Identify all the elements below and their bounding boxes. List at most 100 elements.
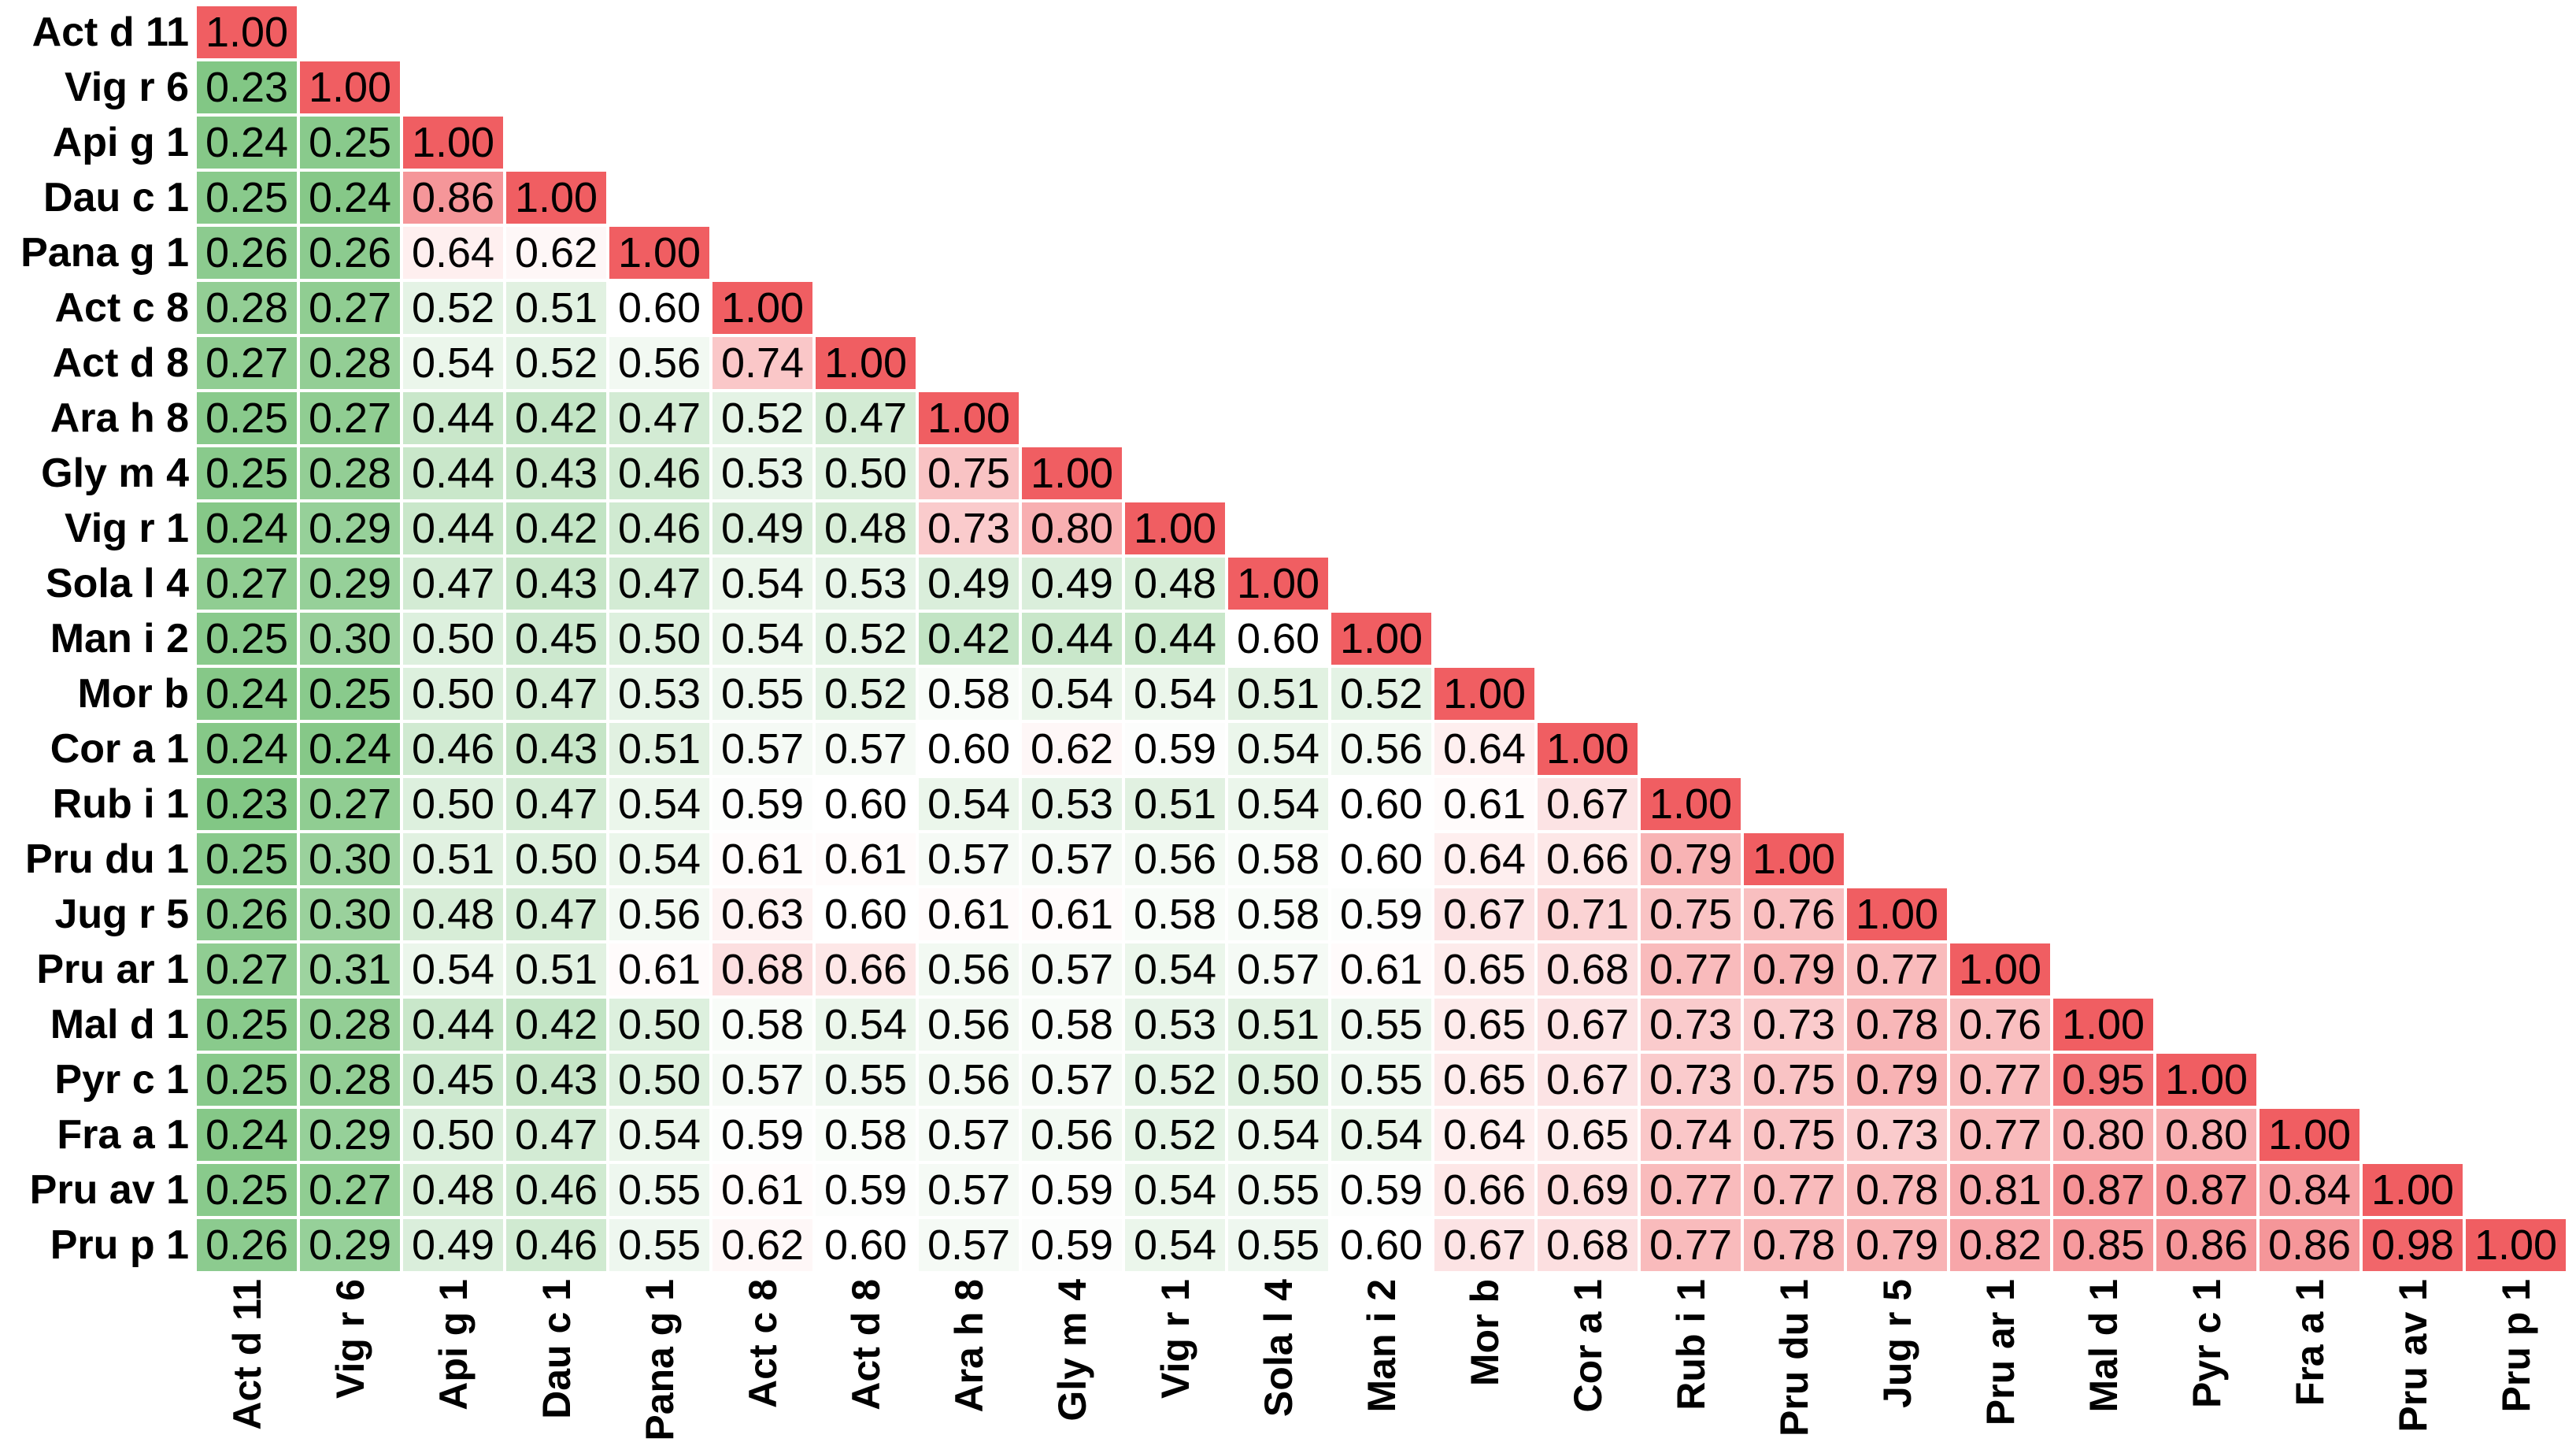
- row-label: Pru p 1: [50, 1222, 189, 1268]
- row-label: Act d 8: [52, 340, 189, 386]
- matrix-cell: 0.29: [300, 502, 400, 554]
- col-label-text: Mor b: [1462, 1279, 1507, 1387]
- matrix-cell: 0.50: [816, 447, 916, 499]
- matrix-cell: 1.00: [506, 172, 606, 224]
- matrix-cell: 0.25: [197, 1164, 297, 1216]
- col-label-text: Cor a 1: [1565, 1279, 1610, 1413]
- matrix-cell: 0.25: [197, 392, 297, 444]
- matrix-cell: 0.68: [1538, 943, 1638, 995]
- matrix-cell: 0.51: [506, 943, 606, 995]
- matrix-cell: 0.58: [1022, 999, 1122, 1051]
- matrix-cell: 0.46: [506, 1219, 606, 1271]
- matrix-cell: 0.68: [712, 943, 812, 995]
- matrix-cell: 0.44: [403, 502, 503, 554]
- matrix-cell: 0.66: [816, 943, 916, 995]
- matrix-cell: 0.27: [197, 943, 297, 995]
- matrix-cell: 1.00: [403, 117, 503, 169]
- col-label: Jug r 5: [1847, 1279, 1947, 1440]
- matrix-cell: 0.55: [1228, 1164, 1328, 1216]
- matrix-cell: 0.64: [1434, 833, 1534, 885]
- matrix-cell: 0.65: [1434, 943, 1534, 995]
- matrix-cell: 0.65: [1434, 1054, 1534, 1106]
- matrix-cell: 0.47: [506, 778, 606, 830]
- row-label: Pyr c 1: [54, 1057, 189, 1103]
- matrix-cell: 0.26: [197, 1219, 297, 1271]
- col-label-text: Pru du 1: [1771, 1279, 1816, 1437]
- matrix-cell: 0.79: [1847, 1219, 1947, 1271]
- matrix-cell: 0.58: [712, 999, 812, 1051]
- row-label: Man i 2: [50, 616, 189, 662]
- matrix-cell: 0.28: [197, 282, 297, 334]
- matrix-cell: 0.79: [1641, 833, 1741, 885]
- matrix-cell: 0.29: [300, 1219, 400, 1271]
- matrix-cell: 0.52: [816, 613, 916, 665]
- matrix-cell: 1.00: [1434, 668, 1534, 720]
- row-label: Rub i 1: [52, 781, 189, 827]
- matrix-cell: 0.60: [816, 778, 916, 830]
- matrix-cell: 1.00: [712, 282, 812, 334]
- matrix-cell: 0.67: [1434, 1219, 1534, 1271]
- matrix-cell: 0.47: [609, 392, 709, 444]
- matrix-cell: 0.79: [1744, 943, 1844, 995]
- matrix-cell: 0.31: [300, 943, 400, 995]
- matrix-cell: 0.47: [506, 888, 606, 940]
- matrix-cell: 0.28: [300, 447, 400, 499]
- matrix-cell: 0.48: [403, 1164, 503, 1216]
- matrix-cell: 1.00: [2053, 999, 2153, 1051]
- matrix-cell: 0.56: [919, 999, 1019, 1051]
- matrix-cell: 0.54: [403, 943, 503, 995]
- matrix-cell: 0.47: [609, 558, 709, 610]
- matrix-cell: 0.51: [1228, 999, 1328, 1051]
- matrix-cell: 0.80: [1022, 502, 1122, 554]
- matrix-cell: 0.30: [300, 613, 400, 665]
- matrix-cell: 0.54: [403, 337, 503, 389]
- matrix-cell: 0.27: [197, 558, 297, 610]
- matrix-cell: 0.57: [919, 1164, 1019, 1216]
- matrix-cell: 0.28: [300, 999, 400, 1051]
- matrix-cell: 0.51: [609, 723, 709, 775]
- col-label: Vig r 1: [1125, 1279, 1225, 1440]
- matrix-cell: 0.24: [300, 723, 400, 775]
- matrix-cell: 0.51: [1228, 668, 1328, 720]
- matrix-cell: 0.25: [197, 613, 297, 665]
- matrix-cell: 0.61: [816, 833, 916, 885]
- matrix-cell: 0.60: [1331, 778, 1431, 830]
- matrix-cell: 0.75: [919, 447, 1019, 499]
- matrix-cell: 0.47: [506, 668, 606, 720]
- col-label: Pru p 1: [2466, 1279, 2566, 1440]
- matrix-cell: 0.65: [1538, 1109, 1638, 1161]
- matrix-cell: 0.79: [1847, 1054, 1947, 1106]
- matrix-cell: 0.59: [712, 778, 812, 830]
- matrix-cell: 0.59: [816, 1164, 916, 1216]
- matrix-cell: 0.61: [1434, 778, 1534, 830]
- matrix-cell: 0.49: [712, 502, 812, 554]
- matrix-cell: 0.53: [712, 447, 812, 499]
- matrix-cell: 0.77: [1641, 943, 1741, 995]
- matrix-cell: 0.64: [403, 227, 503, 279]
- matrix-cell: 0.95: [2053, 1054, 2153, 1106]
- matrix-cell: 1.00: [1744, 833, 1844, 885]
- matrix-cell: 0.54: [1228, 778, 1328, 830]
- matrix-cell: 0.43: [506, 723, 606, 775]
- matrix-cell: 0.54: [712, 613, 812, 665]
- row-label: Mal d 1: [50, 1002, 189, 1047]
- matrix-cell: 0.60: [919, 723, 1019, 775]
- col-label-text: Act c 8: [740, 1279, 785, 1408]
- matrix-cell: 0.23: [197, 61, 297, 113]
- col-label-text: Fra a 1: [2287, 1279, 2332, 1407]
- matrix-cell: 0.55: [712, 668, 812, 720]
- matrix-cell: 0.86: [403, 172, 503, 224]
- matrix-cell: 0.55: [816, 1054, 916, 1106]
- matrix-cell: 0.24: [300, 172, 400, 224]
- matrix-cell: 0.84: [2260, 1164, 2359, 1216]
- col-label: Pyr c 1: [2156, 1279, 2256, 1440]
- matrix-cell: 0.48: [403, 888, 503, 940]
- col-label: Vig r 6: [300, 1279, 400, 1440]
- matrix-cell: 0.61: [1022, 888, 1122, 940]
- matrix-cell: 0.30: [300, 888, 400, 940]
- col-label-text: Pyr c 1: [2184, 1279, 2229, 1409]
- col-label-text: Vig r 1: [1153, 1279, 1197, 1399]
- matrix-cell: 0.24: [197, 668, 297, 720]
- col-label: Rub i 1: [1641, 1279, 1741, 1440]
